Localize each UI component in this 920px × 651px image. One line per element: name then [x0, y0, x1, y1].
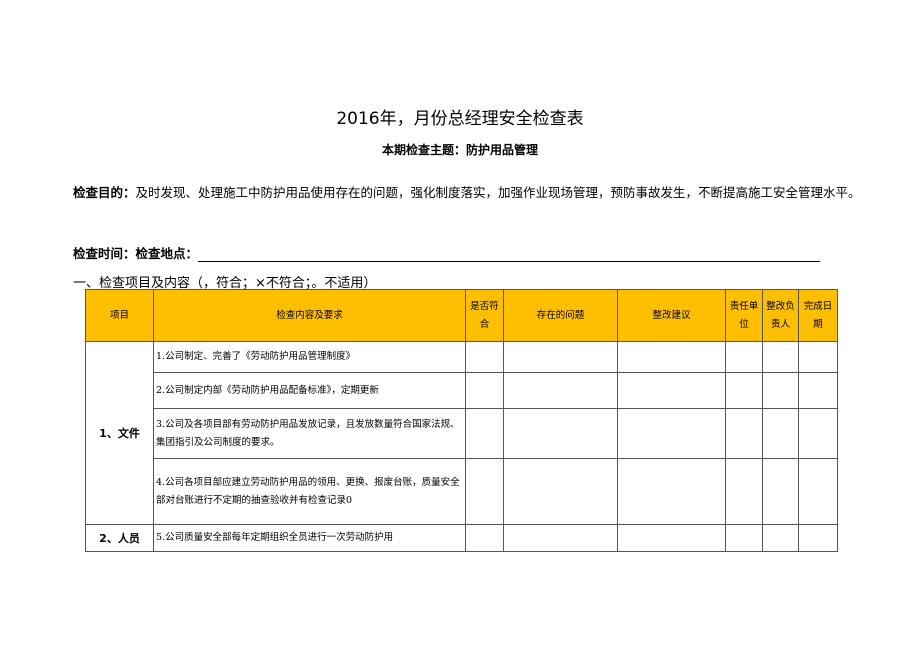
- issue-cell[interactable]: [503, 372, 618, 409]
- table-row: 3.公司及各项目部有劳动防护用品发放记录，且发放数量符合国家法规、集团指引及公司…: [86, 408, 838, 459]
- owner-cell[interactable]: [762, 372, 799, 409]
- suggestion-cell[interactable]: [617, 341, 726, 373]
- compliance-cell[interactable]: [465, 408, 504, 459]
- content-cell: 1.公司制定、完善了《劳动防护用品管理制度》: [153, 341, 466, 373]
- table-row: 2、人员 5.公司质量安全部每年定期组织全员进行一次劳动防护用: [85, 524, 838, 552]
- header-cell: 整改负责人: [762, 289, 799, 342]
- content-cell: 5.公司质量安全部每年定期组织全员进行一次劳动防护用: [153, 524, 466, 552]
- issue-cell[interactable]: [503, 458, 618, 525]
- unit-cell[interactable]: [725, 524, 763, 552]
- time-place-label: 检查时间：检查地点：: [73, 246, 199, 261]
- owner-cell[interactable]: [762, 341, 799, 373]
- suggestion-cell[interactable]: [617, 458, 726, 525]
- table-row: 4.公司各项目部应建立劳动防护用品的领用、更换、报废台账，质量安全部对台账进行不…: [86, 458, 838, 525]
- page-title: 2016年，月份总经理安全检查表: [336, 109, 584, 129]
- date-cell[interactable]: [798, 408, 838, 459]
- content-cell: 3.公司及各项目部有劳动防护用品发放记录，且发放数量符合国家法规、集团指引及公司…: [153, 408, 466, 459]
- header-cell: 整改建议: [617, 289, 726, 342]
- purpose-paragraph: 检查目的：及时发现、处理施工中防护用品使用存在的问题，强化制度落实，加强作业现场…: [73, 175, 863, 211]
- compliance-cell[interactable]: [465, 524, 504, 552]
- blank-line: [198, 249, 821, 262]
- unit-cell[interactable]: [725, 458, 763, 525]
- item-cell: 1、文件: [85, 341, 154, 525]
- owner-cell[interactable]: [762, 408, 799, 459]
- date-cell[interactable]: [798, 524, 838, 552]
- header-row: 项目 检查内容及要求 是否符合 存在的问题 整改建议 责任单位 整改负责人 完成…: [85, 289, 838, 342]
- content-cell: 2.公司制定内部《劳动防护用品配备标准》，定期更新: [153, 372, 466, 409]
- issue-cell[interactable]: [503, 341, 618, 373]
- time-place-line: 检查时间：检查地点：: [73, 243, 821, 262]
- date-cell[interactable]: [798, 458, 838, 525]
- compliance-cell[interactable]: [465, 458, 504, 525]
- section-heading: 一、检查项目及内容（，符合；×不符合；。不适用）: [73, 276, 377, 291]
- inspection-table: 项目 检查内容及要求 是否符合 存在的问题 整改建议 责任单位 整改负责人 完成…: [85, 289, 838, 552]
- subtitle: 本期检查主题：防护用品管理: [381, 143, 538, 157]
- header-cell: 检查内容及要求: [153, 289, 466, 342]
- header-cell: 完成日期: [798, 289, 838, 342]
- unit-cell[interactable]: [725, 408, 763, 459]
- content-cell: 4.公司各项目部应建立劳动防护用品的领用、更换、报废台账，质量安全部对台账进行不…: [153, 458, 466, 525]
- suggestion-cell[interactable]: [617, 408, 726, 459]
- suggestion-cell[interactable]: [617, 524, 726, 552]
- owner-cell[interactable]: [762, 524, 799, 552]
- date-cell[interactable]: [798, 372, 838, 409]
- purpose-label: 检查目的：: [73, 185, 136, 200]
- date-cell[interactable]: [798, 341, 838, 373]
- header-cell: 存在的问题: [503, 289, 618, 342]
- header-cell: 项目: [85, 289, 154, 342]
- issue-cell[interactable]: [503, 524, 618, 552]
- suggestion-cell[interactable]: [617, 372, 726, 409]
- header-cell: 是否符合: [465, 289, 504, 342]
- unit-cell[interactable]: [725, 341, 763, 373]
- table-row: 2.公司制定内部《劳动防护用品配备标准》，定期更新: [86, 372, 838, 409]
- compliance-cell[interactable]: [465, 372, 504, 409]
- header-cell: 责任单位: [725, 289, 763, 342]
- issue-cell[interactable]: [503, 408, 618, 459]
- item-cell: 2、人员: [85, 524, 154, 552]
- table-row: 1、文件 1.公司制定、完善了《劳动防护用品管理制度》: [85, 341, 838, 525]
- compliance-cell[interactable]: [465, 341, 504, 373]
- unit-cell[interactable]: [725, 372, 763, 409]
- purpose-text: 及时发现、处理施工中防护用品使用存在的问题，强化制度落实，加强作业现场管理，预防…: [135, 185, 861, 200]
- owner-cell[interactable]: [762, 458, 799, 525]
